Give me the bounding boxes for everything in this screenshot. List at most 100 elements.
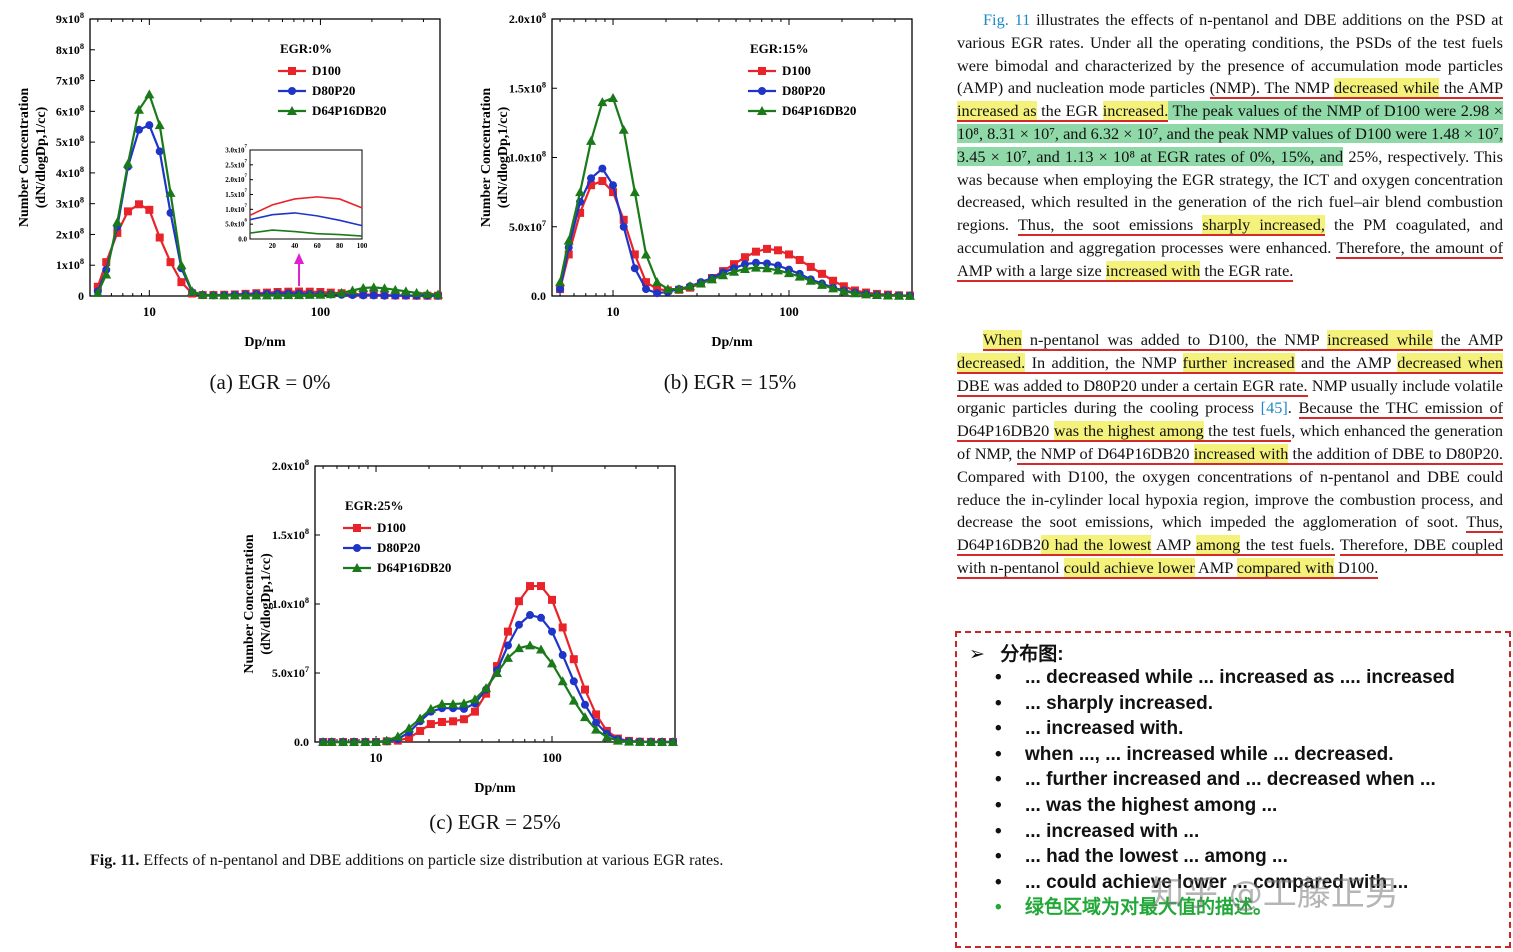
figure-caption-text: Effects of n-pentanol and DBE additions … <box>143 852 724 869</box>
data-point <box>166 258 175 267</box>
data-point <box>503 641 512 650</box>
data-point <box>349 737 360 746</box>
watermark: 知乎 @工藤正男 <box>1150 874 1399 914</box>
paragraph1-segment: sharply increased, <box>1202 215 1325 237</box>
data-point <box>416 726 425 735</box>
chart-a-svg: 0 1x108 2x108 3x108 4x108 5x108 6x108 7x108 8x10… <box>17 11 444 350</box>
inset-series-line <box>249 212 363 227</box>
data-point <box>101 269 112 279</box>
data-point <box>657 737 668 746</box>
data-point <box>564 250 573 259</box>
data-point <box>368 282 379 292</box>
paragraph2-segment: increased while <box>1327 330 1433 351</box>
data-point <box>629 187 640 197</box>
data-point <box>642 278 651 287</box>
data-point <box>773 265 784 275</box>
notes-title-text: 分布图: <box>1000 644 1064 665</box>
tick-label: 0.0 <box>294 735 309 749</box>
data-point <box>380 291 389 300</box>
paragraph1-segment: the EGR rate. <box>1200 260 1294 282</box>
paragraph2-segment: increased with <box>1193 443 1289 465</box>
inset-x-tick-label: 40 <box>291 242 299 250</box>
paragraph1-segment: the EGR <box>1036 101 1103 123</box>
tick-label: 5.0x107 <box>509 219 546 234</box>
data-point <box>493 662 502 671</box>
inset-frame <box>249 149 363 240</box>
tick-label: 3x108 <box>56 196 84 211</box>
data-point <box>608 92 619 102</box>
y-axis-title-line2: (dN/dlogDp,1/cc) <box>496 106 511 208</box>
data-point <box>794 271 805 281</box>
x-tick-label: 100 <box>542 750 562 765</box>
tick-label: 1.0x108 <box>272 596 309 611</box>
paragraph2-segment: AMP <box>1151 535 1196 557</box>
data-point <box>609 188 618 197</box>
data-point <box>154 120 165 130</box>
data-point <box>405 733 414 742</box>
data-point <box>587 181 596 190</box>
notes-box: ➢ 分布图: ... decreased while ... increased… <box>955 631 1511 948</box>
data-point <box>882 290 893 300</box>
paragraph1-segment: Thus, the soot emissions <box>1017 215 1203 237</box>
x-axis-title: Dp/nm <box>244 335 286 350</box>
data-point <box>113 228 122 237</box>
notes-item: ... decreased while ... increased as ...… <box>995 665 1495 691</box>
data-point <box>558 651 567 660</box>
data-point <box>390 284 401 294</box>
y-axis-title-line1: Number Concentration <box>479 88 494 228</box>
legend-title: EGR:25% <box>345 498 404 513</box>
data-point <box>634 736 645 746</box>
legend: EGR:0% D100 D80P20 D64P16DB20 <box>278 41 386 118</box>
chart-egr-15: 0.0 5.0x107 1.0x108 1.5x108 2.0x108 10 100 Dp/n… <box>460 8 920 363</box>
y-axis-title-line1: Number Concentration <box>17 88 32 228</box>
data-point <box>503 627 512 636</box>
data-point <box>774 246 783 255</box>
data-point <box>326 737 337 746</box>
data-point <box>619 215 628 224</box>
data-point <box>904 290 915 300</box>
legend-label: D100 <box>782 63 811 78</box>
data-point <box>482 689 491 698</box>
x-axis-title: Dp/nm <box>474 781 516 796</box>
inset-series-line <box>249 229 363 237</box>
data-point <box>757 106 767 115</box>
notes-item: ... was the highest among ... <box>995 793 1495 819</box>
paragraph1-segment: decreased while <box>1334 78 1440 100</box>
paragraph1-segment: increased with <box>1105 260 1201 282</box>
legend-title: EGR:0% <box>280 41 332 56</box>
data-point <box>563 235 574 245</box>
data-point <box>134 200 143 209</box>
data-point <box>415 713 426 723</box>
data-point <box>783 268 794 278</box>
data-point <box>816 279 827 289</box>
data-point <box>288 87 296 95</box>
data-point <box>525 640 536 650</box>
data-point <box>369 291 378 300</box>
notes-list: ... decreased while ... increased as ...… <box>995 665 1495 921</box>
data-point <box>601 732 612 742</box>
data-point <box>155 233 164 242</box>
data-point <box>817 269 826 278</box>
data-point <box>653 289 662 298</box>
data-point <box>579 712 590 722</box>
tick-label: 0.0 <box>238 236 247 244</box>
paragraph2-segment: Because the THC emission of D64P16DB20 <box>957 398 1504 443</box>
data-point <box>229 290 240 300</box>
chart-c-svg: 0.0 5.0x107 1.0x108 1.5x108 2.0x108 10 100 Dp/n… <box>242 458 678 796</box>
data-point <box>575 187 586 197</box>
data-point <box>609 181 618 190</box>
paragraph2-segment: decreased. <box>957 352 1026 374</box>
data-point <box>861 289 872 299</box>
caption-a: (a) EGR = 0% <box>209 370 331 394</box>
data-point <box>526 582 535 591</box>
data-point <box>371 737 382 746</box>
tick-label: 2x108 <box>56 226 84 241</box>
paragraph2-segment[interactable]: [45] <box>1260 398 1288 418</box>
data-point <box>359 291 368 300</box>
data-point <box>336 287 347 297</box>
paragraph1-segment[interactable]: Fig. 11 <box>983 10 1031 29</box>
data-point <box>695 278 706 288</box>
data-point <box>828 283 839 293</box>
paragraph2-segment: among <box>1196 535 1241 557</box>
inset-x-tick-label: 60 <box>314 242 322 250</box>
